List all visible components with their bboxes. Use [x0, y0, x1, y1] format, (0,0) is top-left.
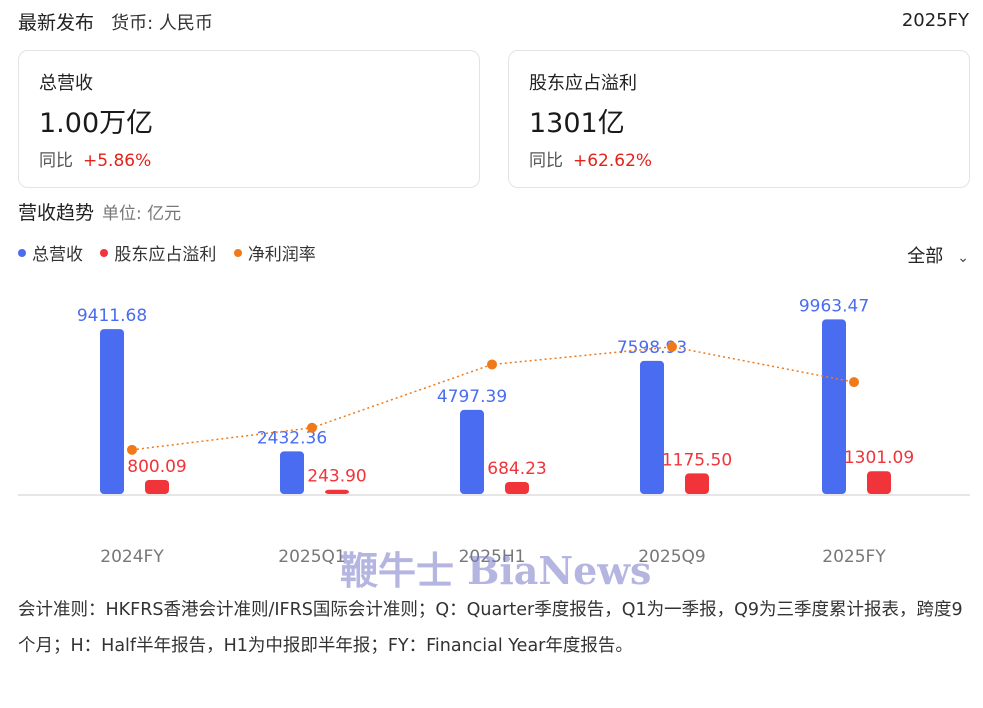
card-yoy: 同比 +62.62%: [529, 146, 652, 171]
margin-point: [307, 422, 317, 433]
profit-data-label: 243.90: [307, 467, 366, 487]
revenue-bar: [280, 451, 304, 494]
legend-label: 净利润率: [247, 245, 316, 265]
profit-data-label: 684.23: [487, 459, 546, 479]
x-tick-label: 2025Q9: [638, 547, 705, 567]
legend-dot-icon: [100, 249, 109, 257]
profit-bar: [867, 471, 891, 494]
revenue-data-label: 9963.47: [799, 296, 869, 316]
yoy-value: +5.86%: [83, 151, 152, 171]
card-value: 1.00万亿: [39, 108, 154, 139]
header-title: 最新发布: [18, 12, 95, 34]
section-title: 营收趋势 单位: 亿元: [18, 198, 181, 225]
section-unit: 单位: 亿元: [102, 204, 182, 224]
revenue-data-label: 9411.68: [77, 306, 147, 326]
profit-data-label: 1175.50: [662, 450, 732, 470]
revenue-bar: [822, 319, 846, 494]
yoy-label: 同比: [39, 151, 73, 171]
section-title-text: 营收趋势: [18, 202, 95, 224]
revenue-bar: [460, 409, 484, 494]
x-tick-label: 2024FY: [100, 547, 164, 567]
profit-data-label: 800.09: [127, 457, 186, 477]
legend-label: 股东应占溢利: [114, 245, 217, 265]
revenue-bar: [100, 329, 124, 494]
legend-dot-icon: [233, 249, 242, 257]
legend-label: 总营收: [32, 245, 83, 265]
card-yoy: 同比 +5.86%: [39, 146, 151, 171]
card-label: 股东应占溢利: [529, 73, 637, 94]
revenue-bar: [640, 360, 664, 494]
chevron-down-icon: ⌄: [957, 250, 969, 266]
scope-label: 全部: [907, 246, 944, 267]
legend-item-margin[interactable]: 净利润率: [233, 245, 316, 265]
footnote: 会计准则：HKFRS香港会计准则/IFRS国际会计准则；Q：Quarter季度报…: [18, 600, 963, 656]
margin-point: [487, 359, 497, 370]
currency-label: 货币: 人民币: [111, 13, 213, 34]
revenue-data-label: 4797.39: [437, 387, 507, 407]
profit-bar: [145, 479, 169, 494]
profit-data-label: 1301.09: [844, 448, 914, 468]
revenue-data-label: 2432.36: [257, 428, 327, 448]
yoy-label: 同比: [529, 151, 563, 171]
card-shareholder-profit: 股东应占溢利 1301亿 同比 +62.62%: [508, 50, 970, 188]
profit-bar: [325, 489, 349, 494]
legend-item-profit[interactable]: 股东应占溢利: [100, 245, 216, 265]
period-label: 2025FY: [901, 10, 969, 31]
margin-point: [667, 341, 677, 352]
legend-item-revenue[interactable]: 总营收: [18, 245, 83, 265]
x-tick-label: 2025Q1: [278, 547, 345, 567]
card-label: 总营收: [39, 73, 93, 94]
margin-point: [849, 377, 859, 388]
header: 最新发布 货币: 人民币 2025FY: [18, 8, 969, 36]
x-tick-label: 2025H1: [459, 547, 526, 567]
margin-line: [131, 346, 855, 451]
legend-dot-icon: [18, 249, 26, 257]
scope-dropdown[interactable]: 全部 ⌄: [907, 242, 969, 268]
card-value: 1301亿: [529, 108, 625, 139]
profit-bar: [685, 473, 709, 494]
margin-point: [127, 444, 137, 455]
profit-bar: [505, 482, 529, 494]
yoy-value: +62.62%: [573, 151, 653, 171]
revenue-trend-chart: 9411.68 800.09 2024FY 2432.36 243.90 2025Q1 47…: [18, 296, 970, 567]
x-tick-label: 2025FY: [822, 547, 886, 567]
chart-legend: 总营收 股东应占溢利 净利润率: [18, 240, 328, 265]
card-total-revenue: 总营收 1.00万亿 同比 +5.86%: [18, 50, 480, 188]
